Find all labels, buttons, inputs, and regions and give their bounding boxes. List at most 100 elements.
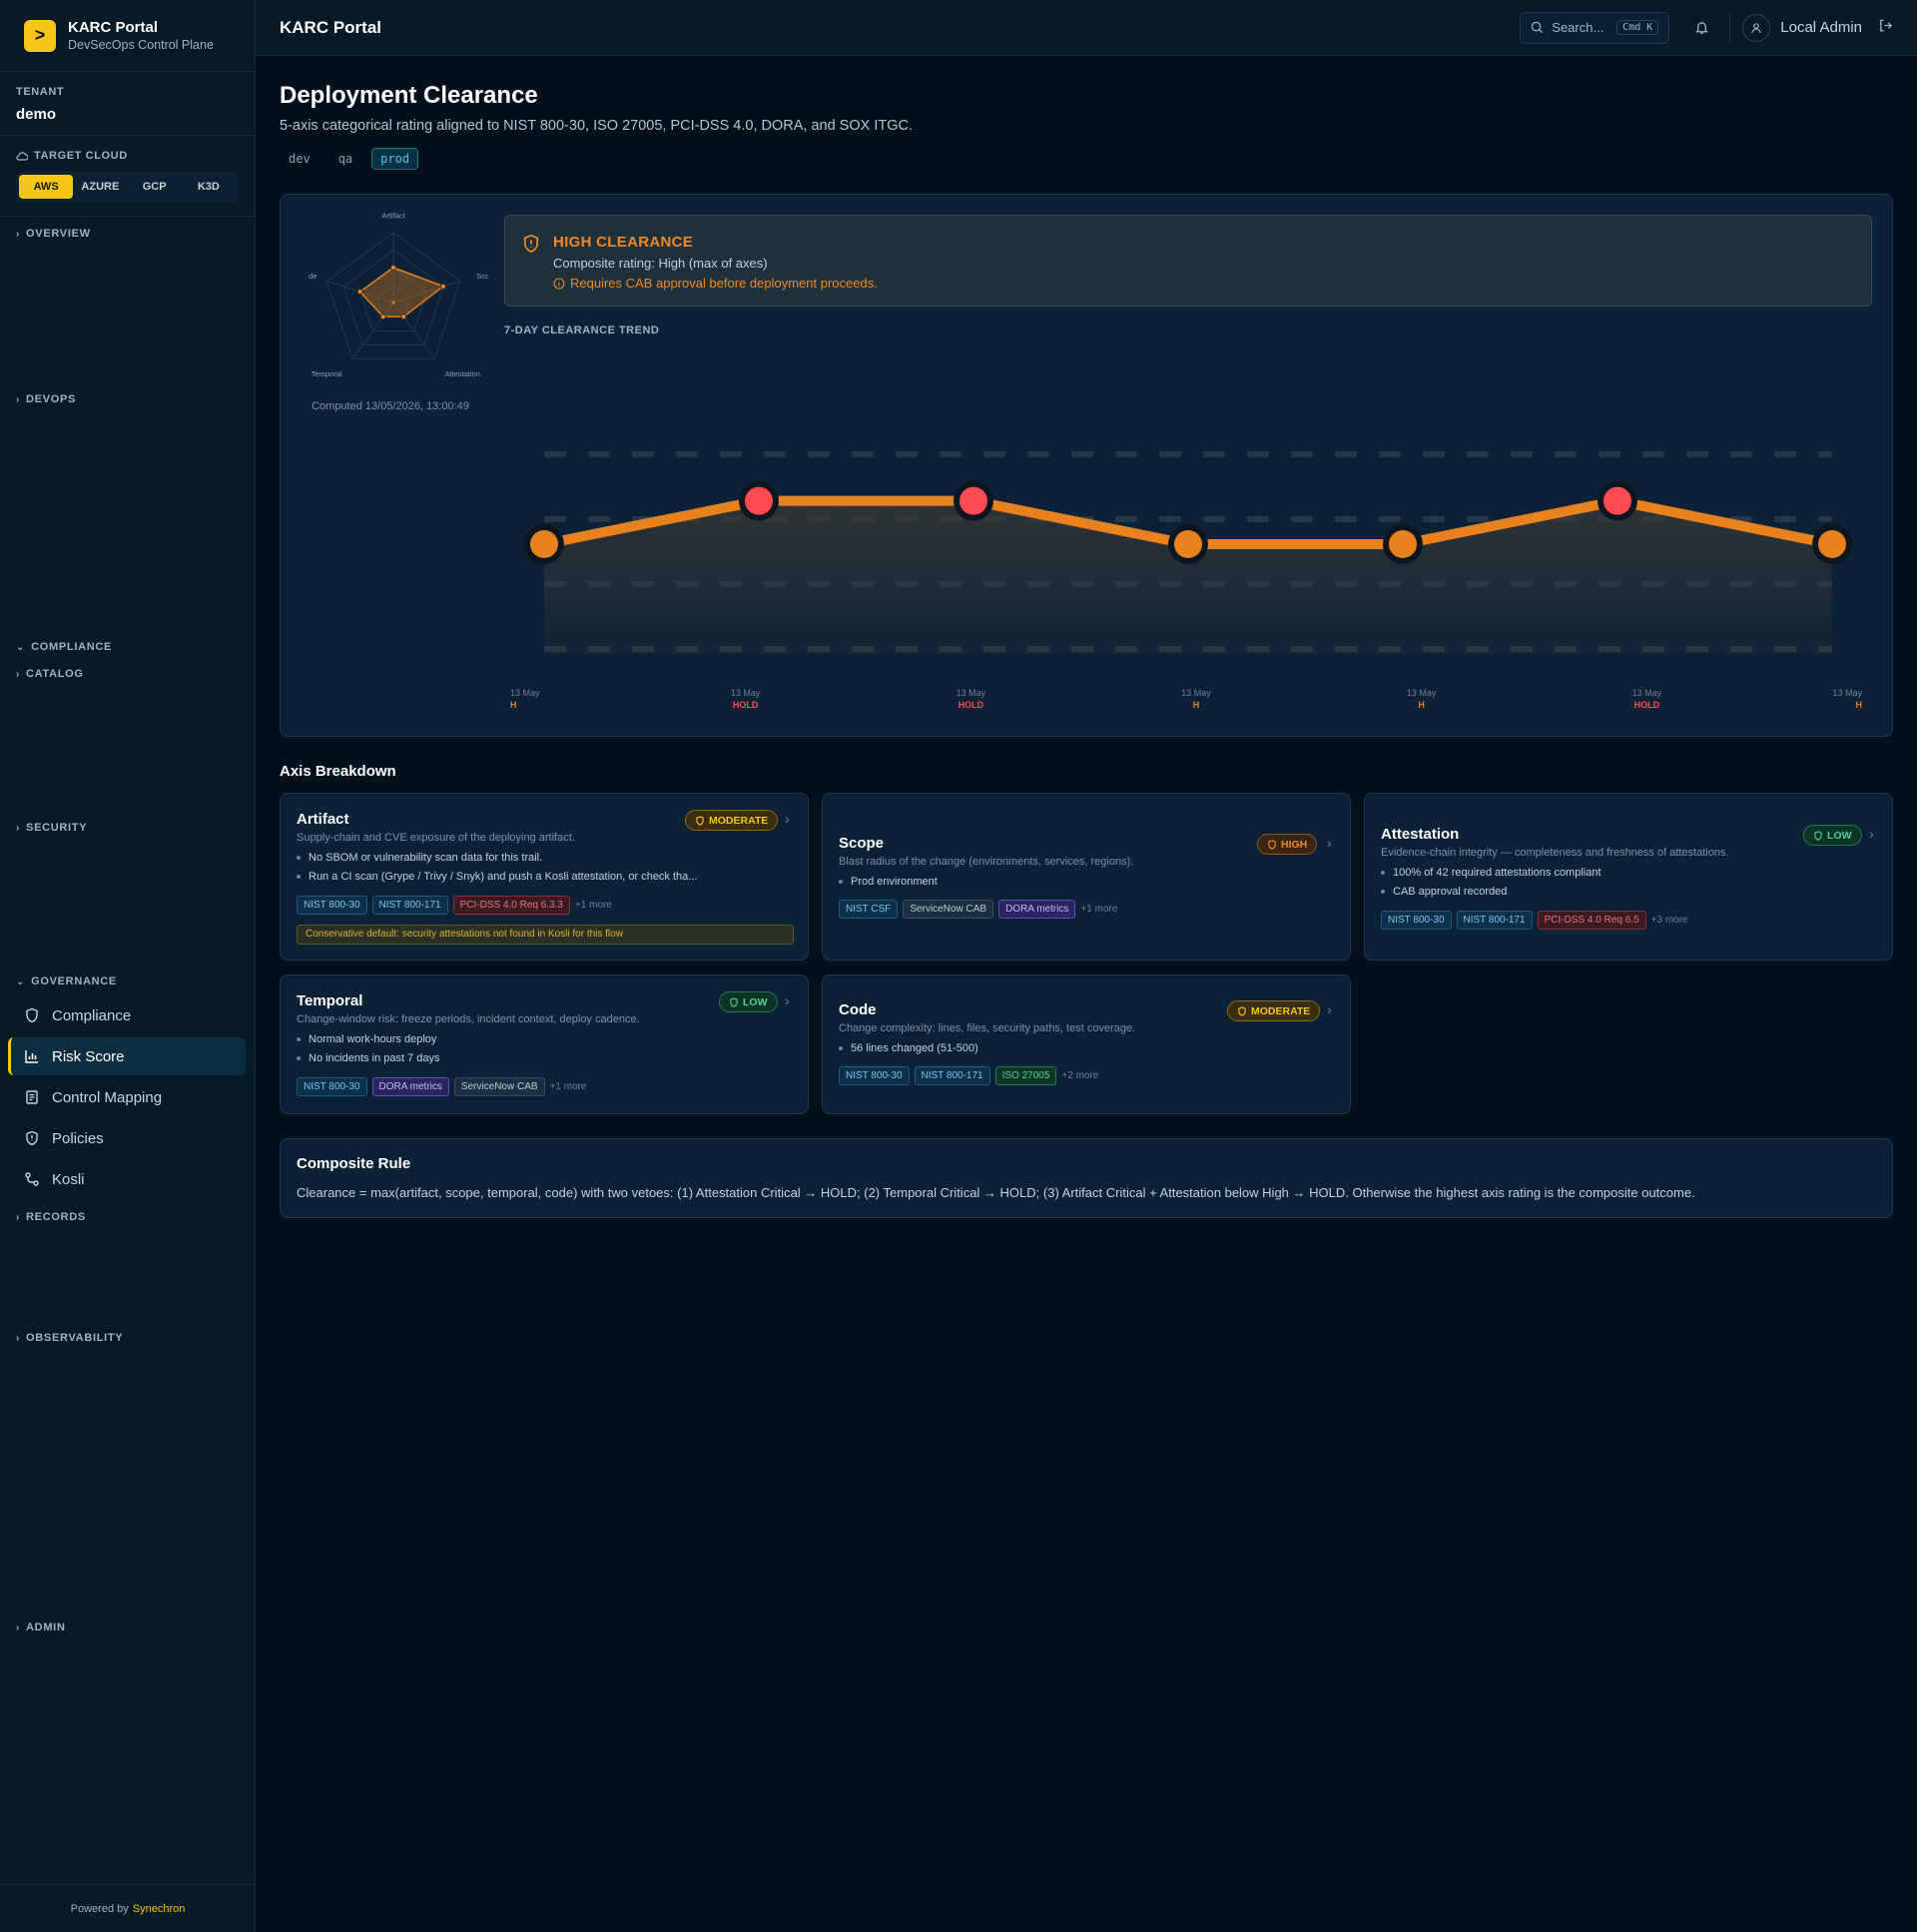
page-title: Deployment Clearance (280, 82, 538, 109)
rating-badge: LOW (1803, 825, 1862, 846)
framework-tag: NIST 800-30 (1381, 911, 1452, 930)
card-title: Code (839, 1001, 877, 1018)
more-tags[interactable]: +1 more (549, 1081, 587, 1092)
nav-section-admin[interactable]: › ADMIN (16, 1621, 66, 1633)
radar-point (390, 265, 397, 272)
framework-tags: NIST 800-30 NIST 800-171 PCI-DSS 4.0 Req… (297, 896, 612, 915)
framework-tag: DORA metrics (998, 900, 1076, 919)
env-tab-qa[interactable]: qa (337, 152, 353, 166)
more-tags[interactable]: +3 more (1650, 915, 1688, 926)
nav-section-label: COMPLIANCE (31, 641, 113, 653)
list-item: Normal work-hours deploy (297, 1029, 439, 1048)
clearance-title: HIGH CLEARANCE (553, 234, 694, 251)
trend-chart: 13 May H 13 May HOLD 13 May HOLD 13 May H 13 May… (510, 451, 1863, 710)
axis-card-attestation[interactable]: Attestation LOW › Evidence-chain integri… (1364, 793, 1893, 961)
top-title: KARC Portal (280, 17, 382, 37)
card-bullets: Normal work-hours deploy No incidents in… (297, 1029, 439, 1067)
rating-badge-label: HIGH (1281, 838, 1308, 851)
search-button[interactable]: Search... Cmd K (1520, 11, 1670, 44)
trend-point[interactable] (1603, 486, 1631, 515)
chevron-right-icon: › (16, 668, 21, 680)
sidebar-item-policies[interactable]: Policies (8, 1119, 246, 1157)
radar-point (400, 314, 407, 321)
nav-section-label: ADMIN (26, 1621, 66, 1633)
trend-x-tick: 13 May (1407, 688, 1437, 698)
topbar-divider (1729, 13, 1731, 42)
framework-tags: NIST 800-30 NIST 800-171 ISO 27005 +2 mo… (839, 1066, 1098, 1085)
sidebar-item-risk-score[interactable]: Risk Score (8, 1037, 246, 1075)
cloud-icon (16, 152, 28, 161)
cloud-option-gcp[interactable]: GCP (142, 181, 167, 193)
framework-tag: NIST 800-30 (839, 1066, 910, 1085)
shield-check-icon (1814, 830, 1822, 841)
list-item: CAB approval recorded (1381, 882, 1601, 901)
chevron-right-icon[interactable]: › (1327, 835, 1332, 851)
axis-card-temporal[interactable]: Temporal LOW › Change-window risk: freez… (280, 974, 809, 1114)
axis-card-scope[interactable]: Scope HIGH › Blast radius of the change … (822, 793, 1351, 961)
more-tags[interactable]: +2 more (1061, 1070, 1099, 1081)
trend-point-label: H (1193, 700, 1200, 710)
chevron-right-icon[interactable]: › (785, 992, 790, 1008)
rating-badge-label: MODERATE (709, 814, 769, 827)
nav-section-overview[interactable]: › OVERVIEW (16, 228, 91, 240)
brand-logo: > (24, 19, 56, 52)
trend-point[interactable] (1389, 530, 1417, 558)
radar-spoke (392, 280, 460, 304)
nav-section-devops[interactable]: › DEVOPS (16, 393, 76, 405)
shield-check-icon (730, 996, 738, 1007)
more-tags[interactable]: +1 more (1080, 904, 1118, 915)
computed-timestamp: Computed 13/05/2026, 13:00:49 (312, 400, 469, 412)
sidebar-item-kosli[interactable]: Kosli (8, 1160, 246, 1198)
rating-badge-label: LOW (1827, 829, 1852, 842)
chevron-right-icon[interactable]: › (1869, 826, 1874, 842)
user-menu[interactable]: Local Admin (1742, 13, 1862, 42)
powered-by-brand[interactable]: Synechron (132, 1902, 186, 1915)
powered-by: Powered by Synechron (0, 1884, 256, 1932)
trend-point[interactable] (745, 486, 773, 515)
nav-section-observability[interactable]: › OBSERVABILITY (16, 1332, 123, 1344)
env-tab-prod[interactable]: prod (371, 148, 419, 170)
route-icon (25, 1172, 39, 1186)
nav-section-records[interactable]: › RECORDS (16, 1211, 86, 1223)
avatar (1742, 13, 1771, 42)
rating-badge: LOW (719, 991, 778, 1012)
info-icon (553, 277, 565, 290)
sidebar-item-control-mapping[interactable]: Control Mapping (8, 1078, 246, 1116)
trend-point[interactable] (959, 486, 987, 515)
nav-section-governance[interactable]: ⌄ GOVERNANCE (16, 975, 117, 987)
brand[interactable]: > KARC Portal DevSecOps Control Plane (0, 0, 255, 72)
framework-tag: NIST 800-30 (297, 1077, 367, 1096)
notifications-button[interactable] (1689, 16, 1713, 40)
tenant-value: demo (16, 106, 57, 123)
nav-section-compliance[interactable]: ⌄ COMPLIANCE (16, 641, 112, 653)
axis-card-code[interactable]: Code MODERATE › Change complexity: lines… (822, 974, 1351, 1114)
trend-x-tick: 13 May (731, 688, 761, 698)
trend-point[interactable] (1174, 530, 1202, 558)
cloud-option-aws[interactable]: AWS (19, 175, 74, 199)
rating-badge-label: MODERATE (1251, 1004, 1311, 1017)
sidebar-item-compliance[interactable]: Compliance (8, 996, 246, 1034)
cloud-option-azure[interactable]: AZURE (81, 181, 120, 193)
card-description: Change complexity: lines, files, securit… (839, 1022, 1136, 1034)
rating-badge: MODERATE (1227, 1000, 1321, 1021)
env-tab-dev[interactable]: dev (289, 152, 311, 166)
clearance-warning-text: Requires CAB approval before deployment … (570, 276, 878, 291)
axis-card-artifact[interactable]: Artifact MODERATE › Supply-chain and CVE… (280, 793, 809, 961)
more-tags[interactable]: +1 more (574, 900, 612, 911)
framework-tag: NIST 800-171 (371, 896, 448, 915)
nav-section-label: SECURITY (26, 822, 88, 834)
logout-button[interactable] (1878, 18, 1893, 38)
tenant-selector[interactable]: TENANT demo (0, 72, 255, 136)
trend-x-tick: 13 May (510, 688, 540, 698)
nav-section-security[interactable]: › SECURITY (16, 822, 87, 834)
trend-point-label: HOLD (733, 700, 759, 710)
cloud-option-k3d[interactable]: K3D (197, 181, 220, 193)
trend-point-label: H (1856, 700, 1863, 710)
trend-point[interactable] (1818, 530, 1846, 558)
chevron-right-icon[interactable]: › (1327, 1001, 1332, 1017)
chevron-right-icon[interactable]: › (785, 811, 790, 827)
framework-tag: ServiceNow CAB (453, 1077, 545, 1096)
trend-point[interactable] (530, 530, 558, 558)
nav-section-catalog[interactable]: › CATALOG (16, 668, 84, 680)
chevron-right-icon: › (16, 1621, 21, 1633)
